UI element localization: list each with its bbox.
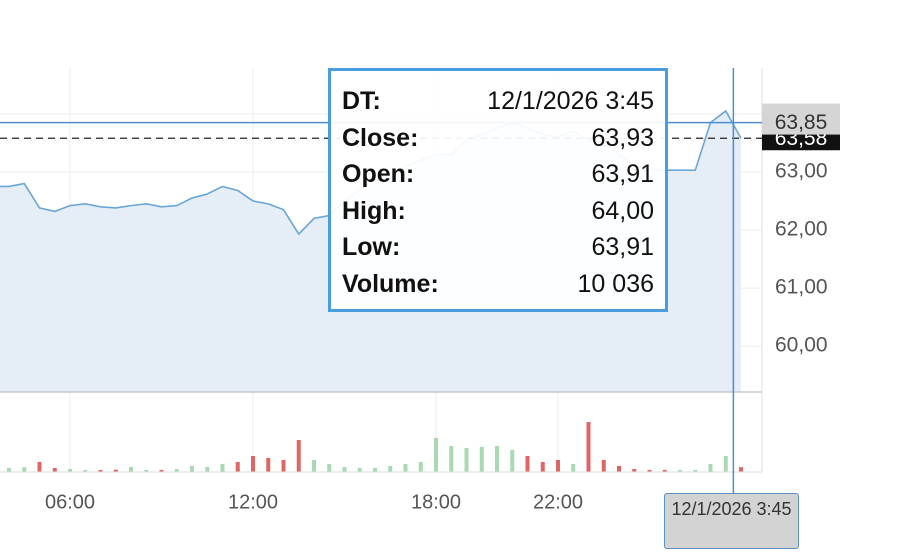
volume-bar xyxy=(556,460,560,472)
volume-bar xyxy=(266,457,271,472)
x-tick-label: 12:00 xyxy=(228,491,278,513)
crosshair-y-badge xyxy=(762,103,840,135)
volume-bar xyxy=(403,464,408,472)
tooltip-label: High: xyxy=(342,196,406,225)
volume-bar xyxy=(662,469,667,472)
volume-bar xyxy=(37,461,42,472)
volume-bar xyxy=(113,469,118,472)
volume-bar xyxy=(129,467,133,472)
tooltip-value: 64,00 xyxy=(591,196,654,225)
volume-bar xyxy=(601,460,606,472)
volume-bar xyxy=(83,469,88,472)
volume-bar xyxy=(327,464,332,472)
tooltip-value: 63,91 xyxy=(591,160,654,188)
volume-bar xyxy=(312,460,316,472)
volume-bar xyxy=(68,468,72,472)
tooltip-row: Open: 63,91 xyxy=(342,160,654,196)
volume-bar xyxy=(296,440,301,472)
tooltip-label: Low: xyxy=(342,233,401,261)
volume-bar xyxy=(434,437,438,472)
volume-bar xyxy=(479,446,484,472)
tooltip-row: Close: 63,93 xyxy=(342,124,654,160)
volume-bar xyxy=(281,460,286,472)
tooltip-label: Volume: xyxy=(342,269,439,298)
y-tick-label: 63,00 xyxy=(775,159,828,182)
tooltip-label: DT: xyxy=(342,87,381,115)
volume-bar xyxy=(571,464,576,472)
x-tick-label: 06:00 xyxy=(45,491,95,513)
tooltip-row: DT: 12/1/2026 3:45 xyxy=(342,87,654,123)
volume-bar xyxy=(22,467,27,472)
crosshair-x-label: 12/1/2026 3:45 xyxy=(664,493,799,549)
tooltip-row: Low: 63,91 xyxy=(342,233,654,269)
volume-bar xyxy=(495,445,499,472)
tooltip-row: Volume: 10 036 xyxy=(342,270,654,306)
volume-bar xyxy=(678,469,682,472)
volume-bar xyxy=(7,468,11,472)
volume-bar xyxy=(98,469,103,472)
tooltip-value: 63,91 xyxy=(591,233,654,261)
volume-bar xyxy=(235,461,240,472)
x-tick-label: 18:00 xyxy=(411,491,461,513)
volume-bar xyxy=(251,456,255,472)
tooltip-label: Close: xyxy=(342,123,419,152)
volume-bar xyxy=(647,469,652,472)
volume-bar xyxy=(388,465,393,472)
volume-bar xyxy=(449,445,454,472)
y-tick-label: 60,00 xyxy=(775,334,828,357)
volume-bar xyxy=(52,468,57,472)
volume-bar xyxy=(739,467,743,472)
volume-bar xyxy=(693,469,698,472)
volume-bar xyxy=(632,468,637,472)
volume-bar xyxy=(144,469,149,472)
x-tick-label: 22:00 xyxy=(533,491,583,513)
tooltip-row: High: 64,00 xyxy=(342,197,654,233)
volume-bar xyxy=(159,469,164,472)
volume-bar xyxy=(525,456,530,472)
volume-bar xyxy=(220,464,225,472)
tooltip-value: 12/1/2026 3:45 xyxy=(487,87,654,115)
y-tick-label: 61,00 xyxy=(775,276,828,299)
volume-bar xyxy=(464,448,469,472)
volume-bar xyxy=(617,465,621,472)
volume-bar xyxy=(540,461,545,472)
tooltip-value: 10 036 xyxy=(577,269,654,298)
crosshair-y-label: 63,85 xyxy=(775,111,828,134)
volume-bar xyxy=(586,421,591,472)
volume-bar xyxy=(510,449,515,472)
volume-bar xyxy=(174,468,179,472)
tooltip-label: Open: xyxy=(342,160,415,188)
volume-bar xyxy=(373,468,377,472)
volume-bar xyxy=(190,465,194,472)
volume-bar xyxy=(342,467,347,472)
tooltip: DT: 12/1/2026 3:45 Close: 63,93 Open: 63,91 Hi… xyxy=(328,68,668,312)
volume-bar xyxy=(205,467,210,472)
volume-bar xyxy=(723,455,728,472)
volume-bar xyxy=(418,461,423,472)
volume-bar xyxy=(708,464,713,472)
tooltip-value: 63,93 xyxy=(591,123,654,152)
y-tick-label: 62,00 xyxy=(775,218,828,241)
volume-bar xyxy=(357,468,362,472)
